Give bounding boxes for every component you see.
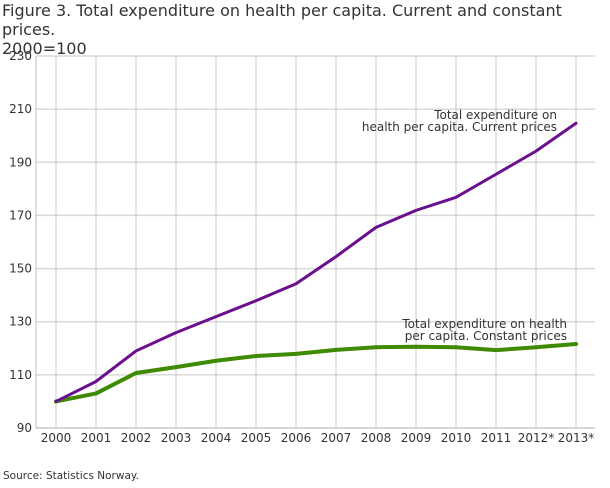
x-tick-label: 2000 [41, 431, 72, 445]
y-tick-label: 150 [9, 262, 32, 276]
chart-title: Figure 3. Total expenditure on health pe… [2, 1, 602, 58]
current-prices-label: Total expenditure on [433, 108, 557, 122]
x-tick-label: 2010 [441, 431, 472, 445]
x-tick-label: 2003 [161, 431, 192, 445]
chart-title-line-1: Figure 3. Total expenditure on health pe… [2, 1, 562, 39]
chart-title-line-2: 2000=100 [2, 39, 87, 58]
x-tick-label: 2002 [121, 431, 152, 445]
constant-prices-label: Total expenditure on health [401, 317, 567, 331]
x-tick-label: 2004 [201, 431, 232, 445]
x-axis-ticks: 2000 2001 2002 2003 2004 2005 2006 2007 2008 2009… [41, 431, 595, 445]
x-tick-label: 2013* [558, 431, 595, 445]
constant-prices-line [54, 342, 578, 404]
source-note: Source: Statistics Norway. [3, 470, 139, 482]
y-tick-label: 190 [9, 155, 32, 169]
current-prices-line [54, 121, 578, 403]
x-tick-label: 2008 [361, 431, 392, 445]
y-tick-label: 170 [9, 208, 32, 222]
current-prices-label: health per capita. Current prices [362, 120, 557, 134]
x-tick-label: 2012* [518, 431, 555, 445]
x-tick-label: 2005 [241, 431, 272, 445]
x-tick-label: 2007 [321, 431, 352, 445]
x-tick-label: 2009 [401, 431, 432, 445]
y-axis-ticks: 90 110 130 150 170 190 210 230 [9, 49, 32, 435]
x-tick-label: 2001 [81, 431, 112, 445]
y-tick-label: 230 [9, 49, 32, 63]
y-tick-label: 130 [9, 315, 32, 329]
grid [35, 55, 595, 429]
y-tick-label: 210 [9, 102, 32, 116]
series-lines [54, 121, 578, 404]
constant-prices-label: per capita. Constant prices [405, 329, 567, 343]
y-tick-label: 110 [9, 368, 32, 382]
x-tick-label: 2006 [281, 431, 312, 445]
y-tick-label: 90 [17, 421, 32, 435]
x-tick-label: 2011 [481, 431, 512, 445]
